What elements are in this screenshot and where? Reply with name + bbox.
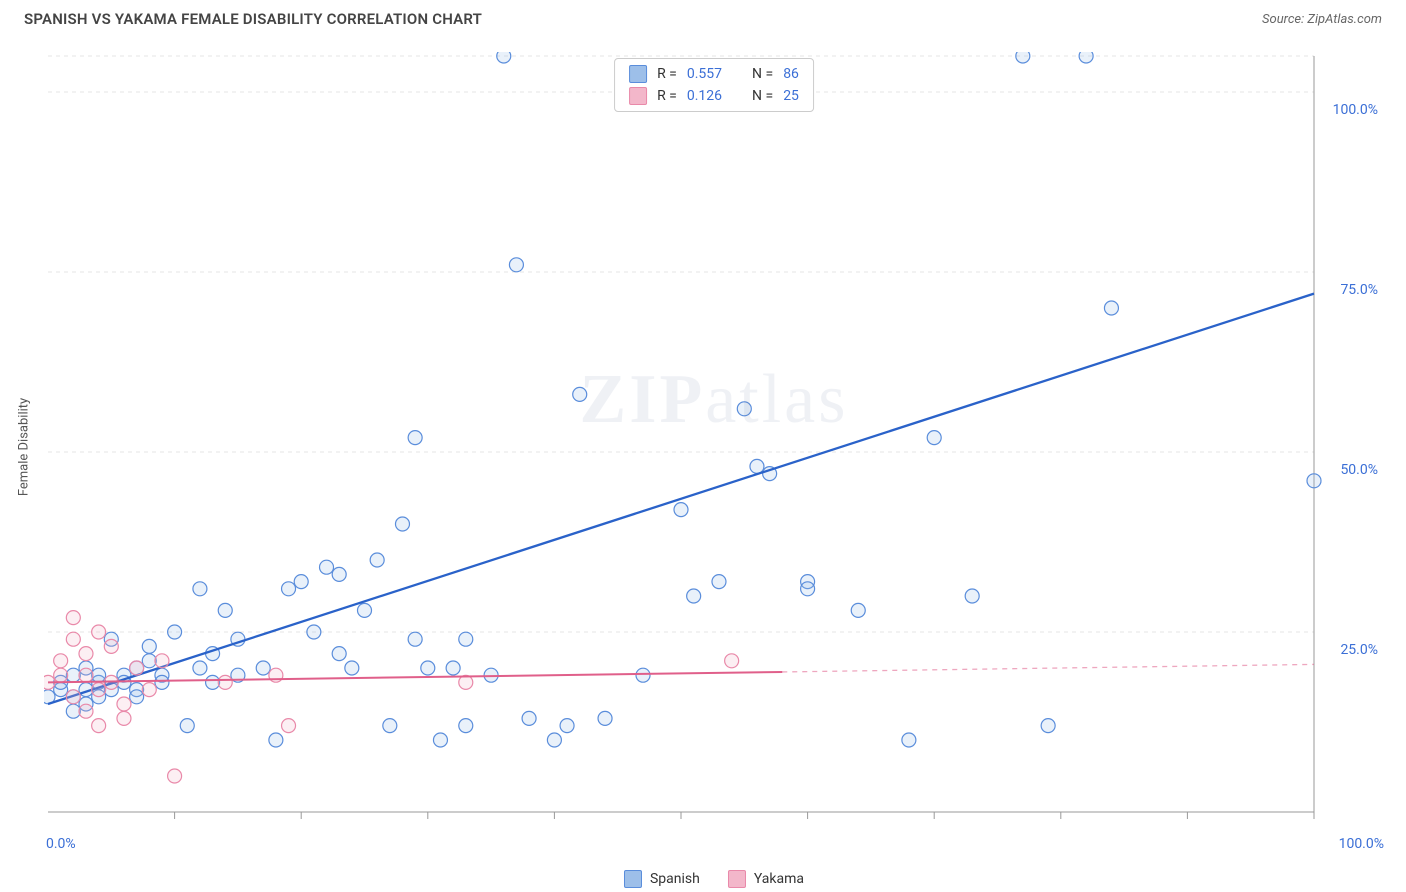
svg-text:25.0%: 25.0% xyxy=(1340,642,1378,658)
swatch-yakama xyxy=(728,870,746,888)
chart-title: SPANISH VS YAKAMA FEMALE DISABILITY CORR… xyxy=(24,10,482,28)
legend-row-spanish: R = 0.557 N = 86 xyxy=(629,63,799,85)
y-axis-label: Female Disability xyxy=(17,398,32,496)
legend-item-yakama: Yakama xyxy=(728,870,804,888)
correlation-legend: R = 0.557 N = 86 R = 0.126 N = 25 xyxy=(614,58,814,112)
scatter-plot: 25.0% 50.0% 75.0% 100.0% xyxy=(44,52,1384,842)
legend-label: Yakama xyxy=(754,871,804,887)
series-legend: Spanish Yakama xyxy=(624,870,804,888)
r-value: 0.557 xyxy=(687,66,722,82)
n-label: N = xyxy=(752,88,773,104)
source-citation: Source: ZipAtlas.com xyxy=(1262,12,1382,27)
svg-text:75.0%: 75.0% xyxy=(1340,282,1378,298)
r-label: R = xyxy=(657,88,677,104)
x-axis-min-label: 0.0% xyxy=(46,836,76,852)
n-label: N = xyxy=(752,66,773,82)
n-value: 25 xyxy=(783,88,799,104)
swatch-yakama xyxy=(629,87,647,105)
chart-area: Female Disability 25.0%50.0%75.0%100.0% … xyxy=(44,52,1384,842)
legend-item-spanish: Spanish xyxy=(624,870,700,888)
legend-label: Spanish xyxy=(650,871,700,887)
svg-text:100.0%: 100.0% xyxy=(1333,102,1378,118)
legend-row-yakama: R = 0.126 N = 25 xyxy=(629,85,799,107)
swatch-spanish xyxy=(624,870,642,888)
swatch-spanish xyxy=(629,65,647,83)
svg-text:50.0%: 50.0% xyxy=(1340,462,1378,478)
x-axis-max-label: 100.0% xyxy=(1339,836,1384,852)
n-value: 86 xyxy=(783,66,799,82)
r-value: 0.126 xyxy=(687,88,722,104)
chart-header: SPANISH VS YAKAMA FEMALE DISABILITY CORR… xyxy=(0,0,1406,34)
r-label: R = xyxy=(657,66,677,82)
